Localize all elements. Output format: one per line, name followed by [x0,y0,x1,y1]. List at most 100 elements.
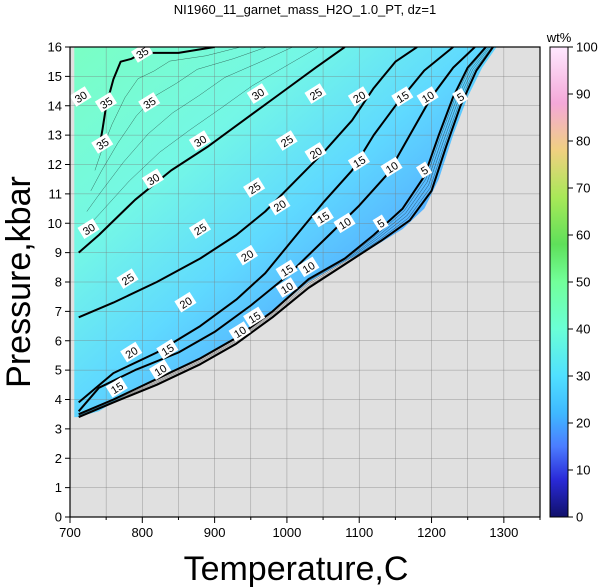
contour-line-20 [78,47,454,404]
colorbar-tick-label: 30 [576,369,590,384]
x-axis-ticks: 700 800 900 1000 1100 1200 1300 [59,517,541,540]
contour-label: 5 [415,161,433,179]
contour-label-bg [174,291,197,313]
contour-label-bg [333,212,356,234]
y-tick-label: 3 [55,421,62,436]
contour-label: 30 [77,218,100,239]
contour-labels: 35 35 35 35 30 30 30 30 30 25 25 25 25 25 20 20 20 20 20 20… [69,42,469,398]
contour-label-text: 15 [395,89,412,106]
contour-label: 5 [452,88,469,105]
contour-label-text: 10 [337,216,354,233]
grid [70,47,540,517]
minor-contour-line [86,47,293,212]
contour-label-text: 15 [247,310,264,327]
contour-label-bg [156,338,179,360]
data-field-area [74,47,497,418]
contour-label-text: 20 [178,295,195,312]
colorbar-ticks: 0 10 20 30 40 50 60 70 80 90 100 [568,40,598,525]
contour-label: 15 [391,86,414,107]
contour-label-bg [69,86,92,107]
contour-label-text: 25 [247,181,264,198]
contour-label: 20 [347,86,371,107]
contour-label: 10 [228,321,251,342]
contour-label: 5 [372,214,389,232]
contour-label: 15 [311,206,334,228]
contour-label-text: 25 [120,272,137,289]
contour-label-text: 15 [160,342,177,359]
y-tick-label: 15 [48,69,62,84]
y-tick-label: 7 [55,304,62,319]
contour-label-bg [141,168,165,190]
contour-label-bg [116,268,139,289]
contour-label-text: 35 [134,45,151,62]
contour-label-text: 10 [420,89,437,106]
contour-label: 10 [149,359,172,380]
x-tick-label: 900 [204,525,226,540]
contour-label-text: 20 [272,198,289,215]
y-tick-label: 16 [48,40,62,55]
colorbar-tick-label: 60 [576,228,590,243]
contour-label-text: 15 [109,380,126,397]
contour-label-text: 20 [351,89,368,106]
contour-label: 30 [69,86,92,107]
contour-label-bg [235,244,259,266]
y-tick-label: 14 [48,98,62,113]
contour-label-bg [416,86,439,107]
contour-label: 15 [243,306,266,328]
data-field [74,47,497,418]
colorbar-tick-label: 90 [576,87,590,102]
contour-label-text: 30 [192,134,209,151]
contour-label-bg [228,321,251,342]
contour-label-text: 25 [192,222,209,239]
y-axis-title: Pressure,kbar [0,176,38,388]
colorbar-tick-label: 0 [576,510,583,525]
chart-title: NI1960_11_garnet_mass_H2O_1.0_PT, dz=1 [174,2,436,17]
contour-label-bg [347,86,371,107]
contour-label-bg [243,306,266,328]
colorbar-tick-label: 40 [576,322,590,337]
x-tick-label: 700 [59,525,81,540]
contour-label-text: 10 [153,363,170,380]
contour-label-bg [297,256,320,278]
contour-label-bg [275,277,298,298]
contour-label-text: 30 [145,172,162,189]
contour-line-10 [78,47,487,416]
contour-label: 15 [105,377,128,398]
contour-label-bg [268,194,291,216]
y-tick-label: 8 [55,275,62,290]
y-tick-label: 0 [55,510,62,525]
contour-label-text: 35 [98,95,115,112]
contour-label: 25 [188,218,212,239]
y-tick-label: 10 [48,216,62,231]
contour-label: 25 [275,130,298,151]
contour-label-bg [304,142,327,163]
contour-label-bg [304,83,327,104]
contour-label: 15 [275,259,298,281]
contour-label: 25 [116,268,139,289]
contour-label: 20 [268,194,291,216]
contour-label-text: 30 [250,87,267,104]
contour-label: 35 [91,133,114,154]
contour-label-text: 15 [279,263,296,280]
contour-label-bg [380,156,403,178]
contour-label-text: 20 [239,248,256,265]
y-tick-label: 1 [55,480,62,495]
contour-label-bg [275,259,298,281]
colorbar-tick-label: 70 [576,181,590,196]
y-tick-label: 12 [48,157,62,172]
contour-label-text: 10 [279,280,296,297]
contour-label-text: 20 [308,145,325,162]
minor-contour-line [78,47,489,416]
colorbar-tick-label: 50 [576,275,590,290]
contour-line-30 [78,47,346,254]
contour-label: 35 [138,92,161,113]
contour-label-text: 25 [279,134,296,151]
contour-label-bg [94,92,118,113]
contour-lines [77,47,494,419]
y-tick-label: 5 [55,363,62,378]
contour-label-text: 5 [376,217,388,230]
contour-line-25 [78,47,418,319]
contour-label-bg [149,359,172,380]
